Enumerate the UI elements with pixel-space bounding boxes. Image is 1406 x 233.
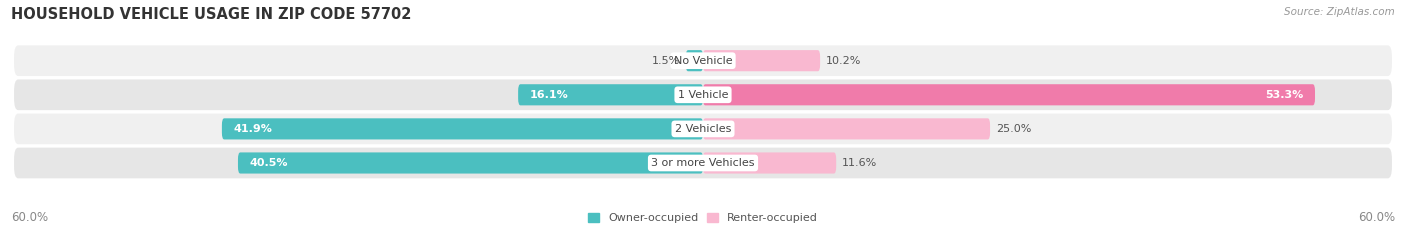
Text: 41.9%: 41.9% bbox=[233, 124, 273, 134]
Text: HOUSEHOLD VEHICLE USAGE IN ZIP CODE 57702: HOUSEHOLD VEHICLE USAGE IN ZIP CODE 5770… bbox=[11, 7, 412, 22]
Text: 1 Vehicle: 1 Vehicle bbox=[678, 90, 728, 100]
FancyBboxPatch shape bbox=[14, 113, 1392, 144]
Text: 11.6%: 11.6% bbox=[842, 158, 877, 168]
FancyBboxPatch shape bbox=[14, 45, 1392, 76]
Text: 16.1%: 16.1% bbox=[530, 90, 568, 100]
Text: Source: ZipAtlas.com: Source: ZipAtlas.com bbox=[1284, 7, 1395, 17]
FancyBboxPatch shape bbox=[703, 84, 1315, 105]
FancyBboxPatch shape bbox=[703, 152, 837, 174]
FancyBboxPatch shape bbox=[519, 84, 703, 105]
Text: 25.0%: 25.0% bbox=[995, 124, 1031, 134]
Legend: Owner-occupied, Renter-occupied: Owner-occupied, Renter-occupied bbox=[583, 208, 823, 227]
Text: 40.5%: 40.5% bbox=[249, 158, 288, 168]
Text: 60.0%: 60.0% bbox=[11, 211, 48, 224]
FancyBboxPatch shape bbox=[703, 50, 820, 71]
Text: 1.5%: 1.5% bbox=[652, 56, 681, 66]
Text: 3 or more Vehicles: 3 or more Vehicles bbox=[651, 158, 755, 168]
FancyBboxPatch shape bbox=[14, 79, 1392, 110]
FancyBboxPatch shape bbox=[238, 152, 703, 174]
Text: 53.3%: 53.3% bbox=[1265, 90, 1303, 100]
Text: No Vehicle: No Vehicle bbox=[673, 56, 733, 66]
Text: 60.0%: 60.0% bbox=[1358, 211, 1395, 224]
FancyBboxPatch shape bbox=[686, 50, 703, 71]
FancyBboxPatch shape bbox=[703, 118, 990, 140]
FancyBboxPatch shape bbox=[222, 118, 703, 140]
Text: 2 Vehicles: 2 Vehicles bbox=[675, 124, 731, 134]
FancyBboxPatch shape bbox=[14, 148, 1392, 178]
Text: 10.2%: 10.2% bbox=[825, 56, 862, 66]
